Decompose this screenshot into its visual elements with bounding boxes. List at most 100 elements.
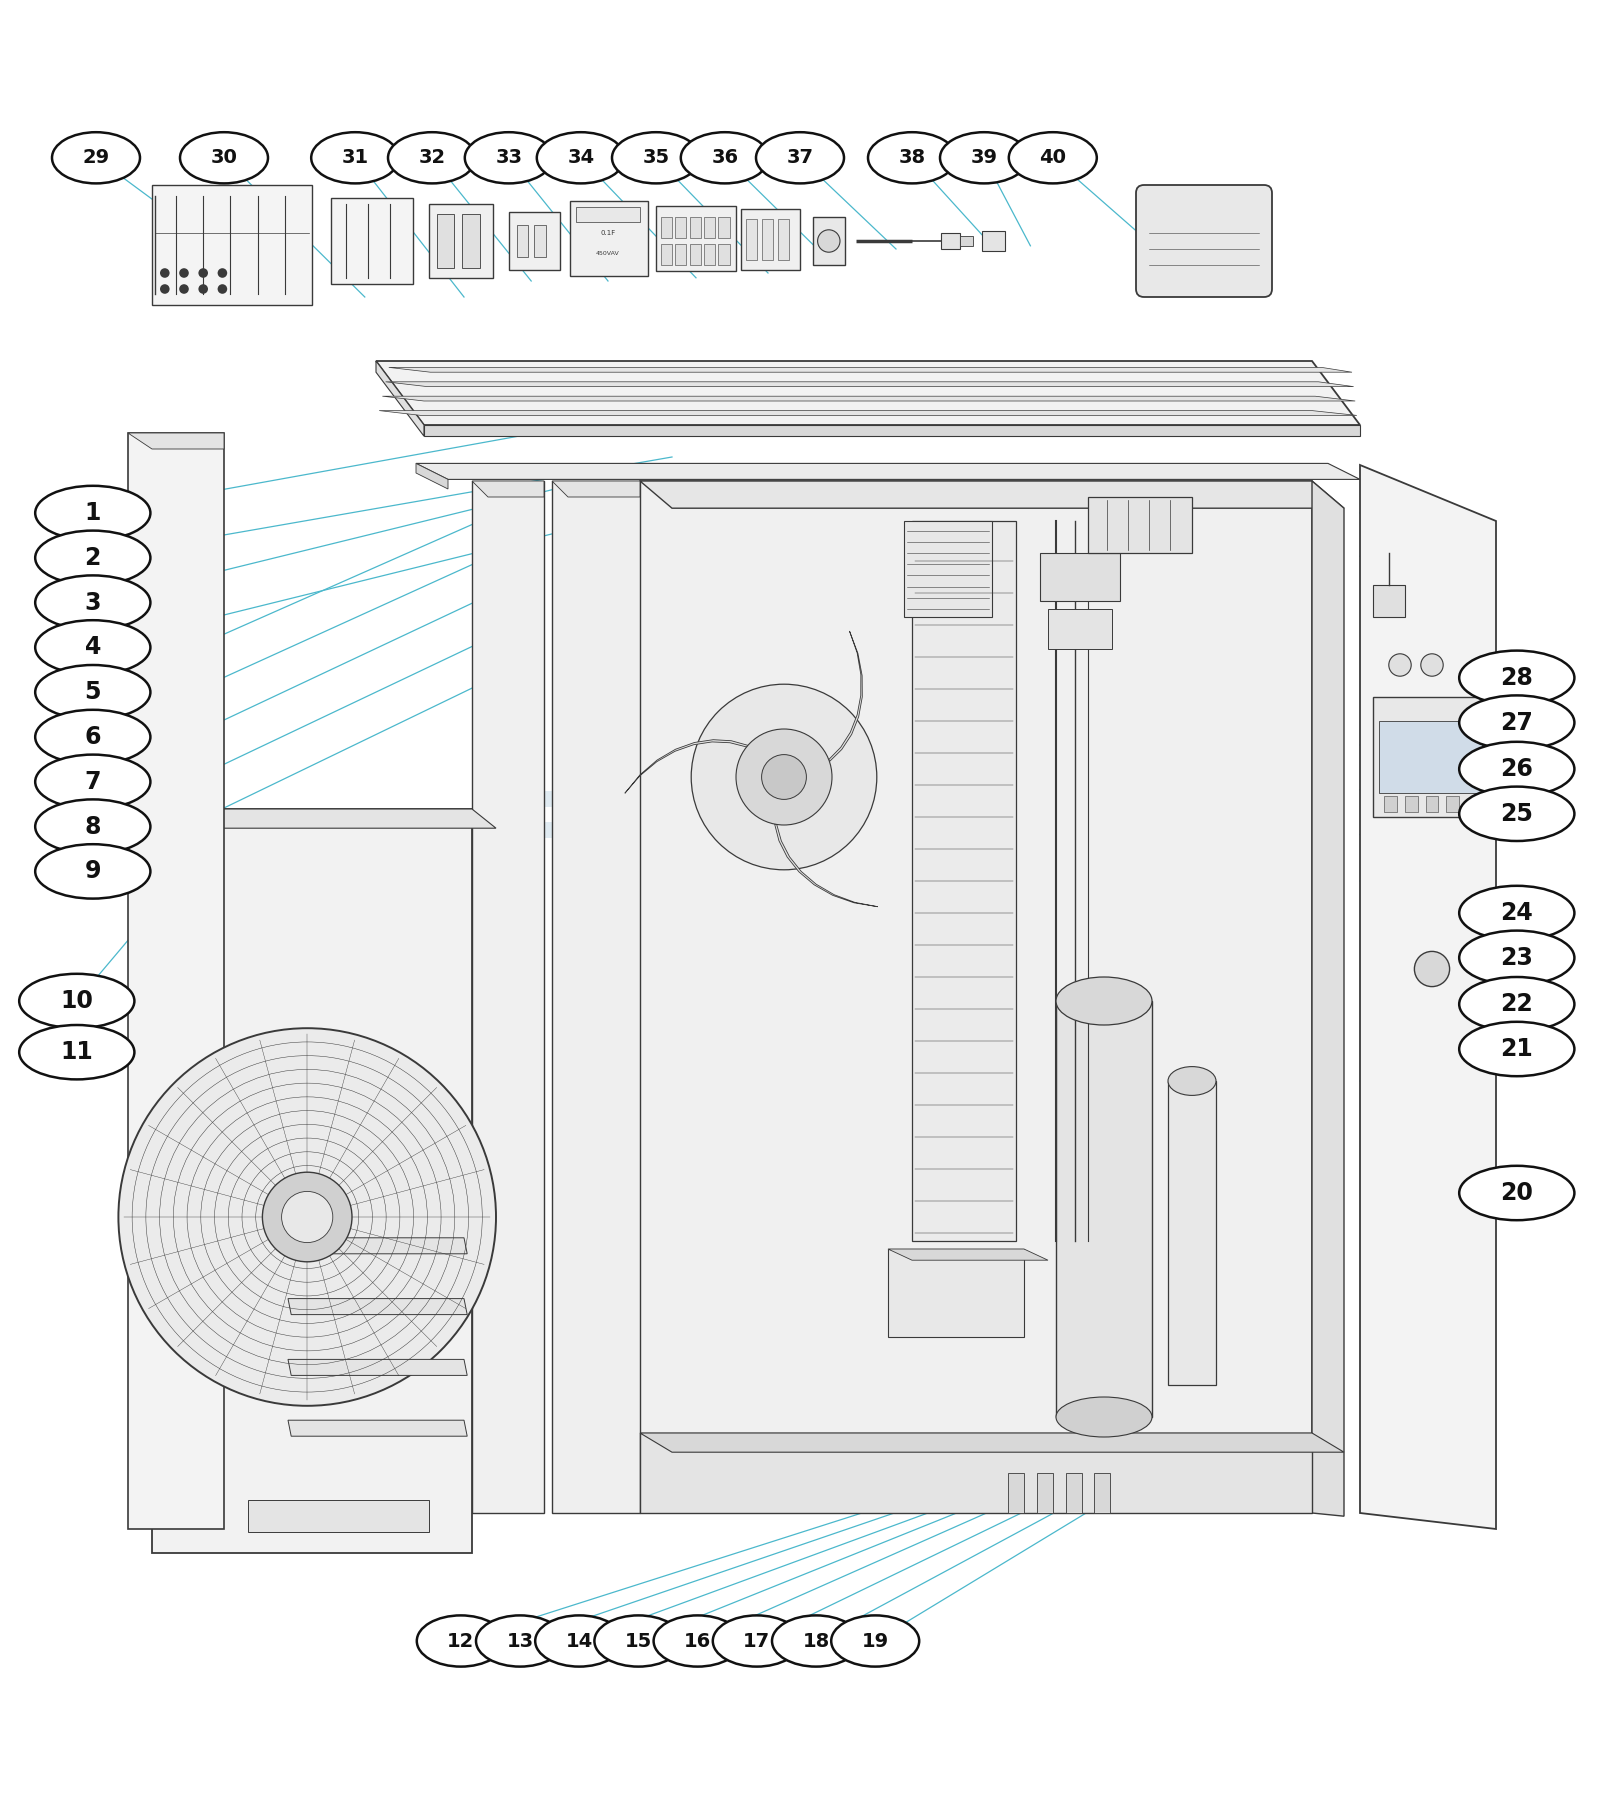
Polygon shape <box>1373 585 1405 617</box>
Polygon shape <box>1312 481 1344 1517</box>
Polygon shape <box>960 235 973 246</box>
Text: 15: 15 <box>624 1631 653 1651</box>
Text: 19: 19 <box>862 1631 888 1651</box>
Polygon shape <box>718 217 730 237</box>
Ellipse shape <box>35 530 150 585</box>
Text: 16: 16 <box>683 1631 712 1651</box>
Polygon shape <box>382 396 1355 402</box>
Text: 4: 4 <box>85 635 101 659</box>
FancyBboxPatch shape <box>1136 185 1272 297</box>
Polygon shape <box>570 201 648 277</box>
Circle shape <box>160 268 170 277</box>
Ellipse shape <box>595 1615 683 1667</box>
Polygon shape <box>941 233 960 250</box>
Ellipse shape <box>387 132 477 183</box>
Ellipse shape <box>1008 132 1098 183</box>
Polygon shape <box>128 433 224 449</box>
Text: 18: 18 <box>802 1631 830 1651</box>
Polygon shape <box>1426 796 1438 813</box>
Ellipse shape <box>682 132 770 183</box>
Circle shape <box>118 1028 496 1406</box>
Polygon shape <box>288 1298 467 1314</box>
Ellipse shape <box>181 132 269 183</box>
Polygon shape <box>661 244 672 264</box>
Polygon shape <box>416 463 448 489</box>
Polygon shape <box>376 360 1360 425</box>
Polygon shape <box>1360 465 1496 1529</box>
Polygon shape <box>509 212 560 270</box>
Polygon shape <box>746 219 757 261</box>
Ellipse shape <box>1459 930 1574 985</box>
Polygon shape <box>778 219 789 261</box>
Text: 1: 1 <box>85 501 101 525</box>
Polygon shape <box>640 481 1344 509</box>
Polygon shape <box>675 217 686 237</box>
Polygon shape <box>888 1249 1048 1260</box>
Text: 7: 7 <box>85 769 101 795</box>
Polygon shape <box>376 360 424 436</box>
Polygon shape <box>462 214 480 268</box>
Polygon shape <box>1040 554 1120 601</box>
Text: 33: 33 <box>496 148 522 167</box>
Text: 34: 34 <box>568 148 594 167</box>
Text: 6: 6 <box>85 726 101 749</box>
Ellipse shape <box>35 664 150 719</box>
Polygon shape <box>288 1238 467 1254</box>
Text: 27: 27 <box>1501 711 1533 735</box>
Polygon shape <box>829 632 862 762</box>
Polygon shape <box>690 244 701 264</box>
Ellipse shape <box>1056 977 1152 1024</box>
Ellipse shape <box>1459 1023 1574 1077</box>
Ellipse shape <box>35 485 150 539</box>
Polygon shape <box>288 1421 467 1435</box>
Ellipse shape <box>51 132 141 183</box>
Text: 39: 39 <box>971 148 997 167</box>
Polygon shape <box>331 197 413 284</box>
Text: 38: 38 <box>899 148 925 167</box>
Polygon shape <box>675 244 686 264</box>
Polygon shape <box>1373 697 1488 816</box>
Circle shape <box>691 684 877 871</box>
Ellipse shape <box>477 1615 563 1667</box>
Ellipse shape <box>714 1615 800 1667</box>
Polygon shape <box>690 217 701 237</box>
Ellipse shape <box>536 132 624 183</box>
Ellipse shape <box>534 1615 622 1667</box>
Ellipse shape <box>35 843 150 898</box>
Text: 21: 21 <box>1501 1037 1533 1061</box>
Text: 32: 32 <box>419 148 445 167</box>
Ellipse shape <box>1459 787 1574 842</box>
Polygon shape <box>1048 608 1112 650</box>
Ellipse shape <box>1459 885 1574 939</box>
Polygon shape <box>774 824 878 907</box>
Polygon shape <box>1056 1001 1152 1417</box>
Circle shape <box>1421 653 1443 677</box>
Ellipse shape <box>416 1615 506 1667</box>
Polygon shape <box>472 481 544 498</box>
Polygon shape <box>534 224 546 257</box>
Circle shape <box>736 729 832 825</box>
Polygon shape <box>552 481 640 1513</box>
Polygon shape <box>718 244 730 264</box>
Polygon shape <box>424 425 1360 436</box>
Ellipse shape <box>1459 650 1574 706</box>
Polygon shape <box>386 382 1354 387</box>
Ellipse shape <box>1168 1066 1216 1095</box>
Ellipse shape <box>757 132 845 183</box>
Circle shape <box>262 1173 352 1262</box>
Circle shape <box>218 284 227 293</box>
Polygon shape <box>152 809 496 829</box>
Text: 14: 14 <box>565 1631 594 1651</box>
Ellipse shape <box>611 132 701 183</box>
Polygon shape <box>152 185 312 306</box>
Text: 36: 36 <box>712 148 738 167</box>
Polygon shape <box>626 740 747 793</box>
Text: 25: 25 <box>1501 802 1533 825</box>
Text: 23: 23 <box>1501 947 1533 970</box>
Polygon shape <box>437 214 454 268</box>
Text: 30: 30 <box>211 148 237 167</box>
Text: 0.1F: 0.1F <box>600 230 616 235</box>
Polygon shape <box>576 208 640 223</box>
Text: 450VAV: 450VAV <box>597 252 619 257</box>
Circle shape <box>198 284 208 293</box>
